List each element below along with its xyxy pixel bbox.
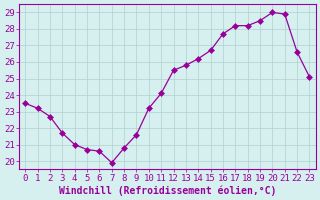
X-axis label: Windchill (Refroidissement éolien,°C): Windchill (Refroidissement éolien,°C) <box>59 185 276 196</box>
